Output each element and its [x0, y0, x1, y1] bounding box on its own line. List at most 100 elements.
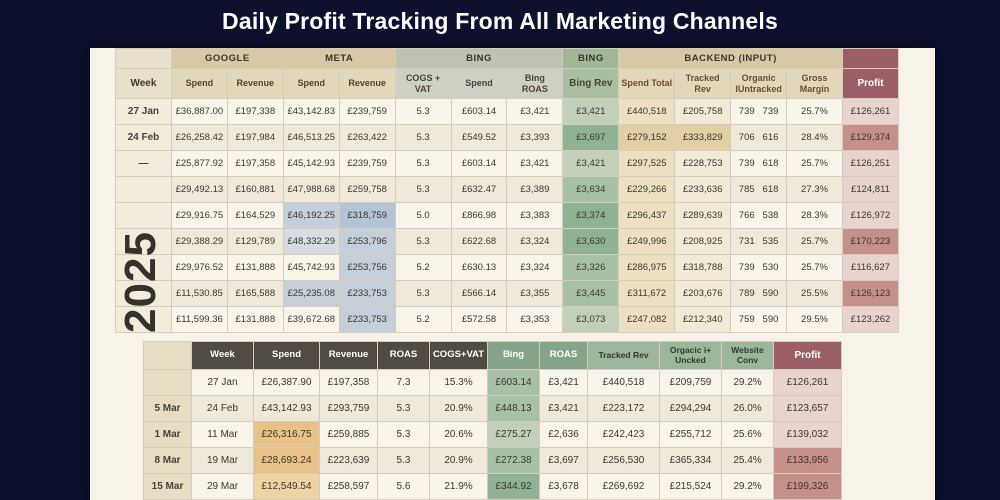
cell[interactable]: £233,753 — [338, 306, 396, 333]
cell[interactable]: 20.6% — [429, 421, 488, 448]
cell[interactable]: £46,192.25 — [282, 202, 340, 229]
cell[interactable]: £3,393 — [506, 124, 564, 151]
cell[interactable]: 706 616 — [730, 124, 788, 151]
cell[interactable]: 5.3 — [394, 280, 452, 307]
cell[interactable]: £11,599.36 — [170, 306, 228, 333]
week-cell[interactable] — [115, 254, 172, 281]
cell[interactable]: £131,888 — [226, 306, 284, 333]
cell[interactable]: £3,326 — [562, 254, 620, 281]
cell[interactable]: £48,332.29 — [282, 228, 340, 255]
cell[interactable]: £242,423 — [587, 421, 660, 448]
cell[interactable]: £205,758 — [674, 98, 732, 125]
cell[interactable]: £199,326 — [773, 473, 842, 500]
date-cell[interactable]: 1 Mar — [143, 421, 192, 448]
cell[interactable]: £630.13 — [450, 254, 508, 281]
cell[interactable]: £28,693.24 — [253, 447, 320, 474]
cell[interactable]: £247,082 — [618, 306, 676, 333]
cell[interactable]: £3,630 — [562, 228, 620, 255]
cell[interactable]: £165,588 — [226, 280, 284, 307]
week-cell[interactable] — [115, 280, 172, 307]
cell[interactable]: £258,597 — [319, 473, 378, 500]
cell[interactable]: £233,753 — [338, 280, 396, 307]
cell[interactable]: £448.13 — [487, 395, 540, 422]
cell[interactable]: 25.4% — [721, 447, 774, 474]
cell[interactable]: £294,294 — [659, 395, 722, 422]
cell[interactable]: £3,355 — [506, 280, 564, 307]
cell[interactable]: £333,829 — [674, 124, 732, 151]
week-cell[interactable] — [115, 306, 172, 333]
cell[interactable]: £365,334 — [659, 447, 722, 474]
cell[interactable]: £29,916.75 — [170, 202, 228, 229]
cell[interactable]: 5.3 — [394, 124, 452, 151]
cell[interactable]: £126,261 — [773, 369, 842, 396]
cell[interactable]: 25.5% — [786, 280, 843, 307]
cell[interactable]: £129,374 — [841, 124, 900, 151]
cell[interactable]: £249,996 — [618, 228, 676, 255]
cell[interactable]: 739 530 — [730, 254, 788, 281]
cell[interactable]: 789 590 — [730, 280, 788, 307]
cell[interactable]: £3,324 — [506, 228, 564, 255]
cell[interactable]: 5.6 — [377, 473, 430, 500]
cell[interactable]: 766 538 — [730, 202, 788, 229]
cell[interactable]: £233,636 — [674, 176, 732, 203]
cell[interactable]: £3,421 — [506, 98, 564, 125]
cell[interactable]: 29.2% — [721, 473, 774, 500]
cell[interactable]: £3,324 — [506, 254, 564, 281]
cell[interactable]: 25.6% — [721, 421, 774, 448]
cell[interactable]: £259,758 — [338, 176, 396, 203]
cell[interactable]: £25,877.92 — [170, 150, 228, 177]
cell[interactable]: 731 535 — [730, 228, 788, 255]
cell[interactable]: £297,525 — [618, 150, 676, 177]
cell[interactable]: 25.7% — [786, 98, 843, 125]
cell[interactable]: £170,223 — [841, 228, 900, 255]
cell[interactable]: £29,492.13 — [170, 176, 228, 203]
cell[interactable]: £3,374 — [562, 202, 620, 229]
cell[interactable]: 5.3 — [394, 150, 452, 177]
cell[interactable]: £293,759 — [319, 395, 378, 422]
cell[interactable]: 29.2% — [721, 369, 774, 396]
cell[interactable]: £259,885 — [319, 421, 378, 448]
date-cell[interactable]: 15 Mar — [143, 473, 192, 500]
cell[interactable]: £12,549.54 — [253, 473, 320, 500]
cell[interactable]: £296,437 — [618, 202, 676, 229]
cell[interactable]: 5.2 — [394, 306, 452, 333]
cell[interactable]: 21.9% — [429, 473, 488, 500]
cell[interactable]: £549.52 — [450, 124, 508, 151]
cell[interactable]: £272.38 — [487, 447, 540, 474]
cell[interactable]: £3,445 — [562, 280, 620, 307]
cell[interactable]: 5.3 — [377, 447, 430, 474]
cell[interactable]: £440,518 — [618, 98, 676, 125]
cell[interactable]: £603.14 — [450, 98, 508, 125]
week-cell[interactable]: — — [115, 150, 172, 177]
cell[interactable]: 25.7% — [786, 254, 843, 281]
cell[interactable]: £3,421 — [562, 150, 620, 177]
cell[interactable]: £123,657 — [773, 395, 842, 422]
cell[interactable]: 5.0 — [394, 202, 452, 229]
cell[interactable]: £29,388.29 — [170, 228, 228, 255]
cell[interactable]: £229,266 — [618, 176, 676, 203]
cell[interactable]: £3,678 — [539, 473, 588, 500]
cell[interactable]: £318,759 — [338, 202, 396, 229]
cell[interactable]: £3,697 — [539, 447, 588, 474]
cell[interactable]: £275.27 — [487, 421, 540, 448]
cell[interactable]: £43,142.83 — [282, 98, 340, 125]
cell[interactable]: £3,421 — [506, 150, 564, 177]
cell[interactable]: £286,975 — [618, 254, 676, 281]
cell[interactable]: £239,759 — [338, 98, 396, 125]
cell[interactable]: 26.0% — [721, 395, 774, 422]
cell[interactable]: 27.3% — [786, 176, 843, 203]
cell[interactable]: £129,789 — [226, 228, 284, 255]
cell[interactable]: £133,956 — [773, 447, 842, 474]
cell[interactable]: £223,639 — [319, 447, 378, 474]
cell[interactable]: £253,796 — [338, 228, 396, 255]
cell[interactable]: £2,636 — [539, 421, 588, 448]
cell[interactable]: £279,152 — [618, 124, 676, 151]
cell[interactable]: £603.14 — [450, 150, 508, 177]
cell[interactable]: £866.98 — [450, 202, 508, 229]
cell[interactable]: £622.68 — [450, 228, 508, 255]
cell[interactable]: £26,316.75 — [253, 421, 320, 448]
week-cell[interactable]: 19 Mar — [191, 447, 254, 474]
cell[interactable]: £212,340 — [674, 306, 732, 333]
cell[interactable]: 20.9% — [429, 447, 488, 474]
cell[interactable]: £197,358 — [226, 150, 284, 177]
